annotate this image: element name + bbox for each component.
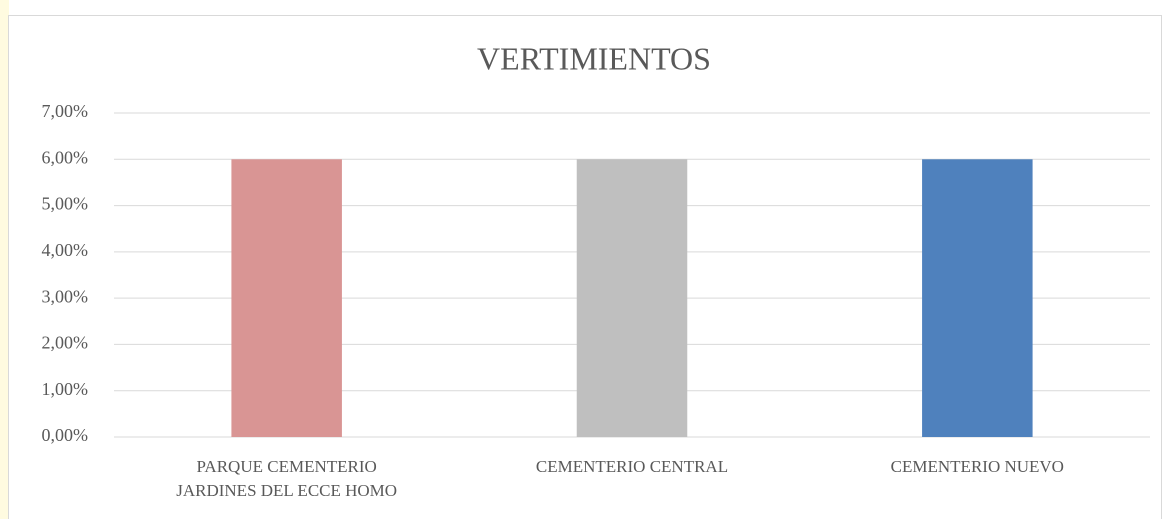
x-tick-label: CEMENTERIO CENTRAL xyxy=(535,457,729,476)
bar xyxy=(922,159,1033,438)
x-tick-label: PARQUE CEMENTERIO JARDINES DEL ECCE HOMO xyxy=(176,457,398,500)
side-strip xyxy=(0,0,9,519)
y-tick-label: 5,00% xyxy=(42,194,89,214)
chart-title: VERTIMIENTOS xyxy=(477,40,711,76)
y-tick-label: 7,00% xyxy=(42,101,89,121)
y-tick-label: 0,00% xyxy=(42,425,89,445)
x-tick-label: CEMENTERIO NUEVO xyxy=(890,457,1064,476)
bar xyxy=(576,159,688,438)
bar xyxy=(231,159,342,438)
y-tick-label: 3,00% xyxy=(42,286,89,306)
y-tick-label: 2,00% xyxy=(42,333,89,353)
y-tick-label: 6,00% xyxy=(42,147,89,167)
y-tick-label: 1,00% xyxy=(42,379,89,399)
y-tick-label: 4,00% xyxy=(42,240,89,260)
